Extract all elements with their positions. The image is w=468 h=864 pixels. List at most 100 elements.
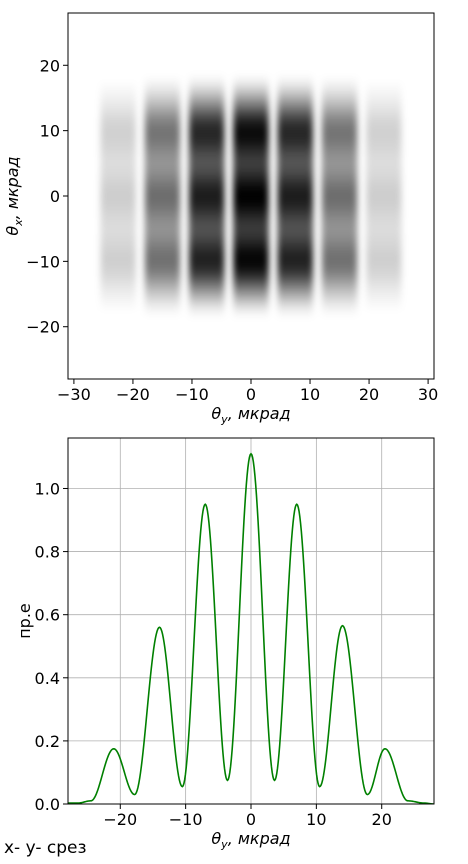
fringe-slice — [144, 178, 181, 181]
fringe-slice — [365, 233, 403, 236]
fringe-slice — [276, 227, 314, 230]
x-tick-label: 10 — [300, 385, 320, 404]
fringe-slice — [144, 280, 181, 283]
fringe-slice — [232, 297, 270, 301]
fringe-slice — [276, 123, 314, 126]
fringe-slice — [99, 99, 137, 103]
fringe-slice — [144, 182, 181, 185]
y-tick-label: 0.4 — [35, 669, 60, 688]
fringe-slice — [144, 286, 181, 289]
fringe-slice — [321, 178, 358, 181]
fringe-slice — [188, 103, 226, 107]
fringe-slice — [321, 264, 358, 268]
fringe-slice — [144, 162, 181, 166]
fringe-slice — [99, 158, 137, 162]
fringe-slice — [188, 105, 226, 109]
fringe-slice — [366, 82, 403, 84]
fringe-slice — [276, 239, 314, 242]
fringe-slice — [144, 299, 181, 303]
fringe-slice — [365, 274, 403, 277]
fringe-slice — [232, 188, 270, 191]
fringe-slice — [99, 105, 137, 109]
fringe-slice — [144, 105, 181, 109]
fringe-slice — [99, 252, 137, 256]
fringe-slice — [144, 268, 181, 272]
fringe-slice — [144, 276, 181, 279]
fringe-slice — [144, 207, 181, 211]
fringe-slice — [365, 115, 403, 119]
fringe-slice — [188, 115, 226, 119]
fringe-slice — [276, 125, 314, 128]
fringe-slice — [144, 245, 181, 248]
fringe-slice — [144, 197, 181, 201]
fringe-slice — [276, 184, 314, 187]
fringe-slice — [321, 260, 358, 264]
fringe-slice — [365, 150, 403, 154]
fringe-slice — [321, 129, 358, 132]
fringe-slice — [99, 164, 137, 168]
fringe-slice — [365, 196, 403, 199]
fringe-slice — [188, 252, 226, 256]
fringe-slice — [188, 215, 226, 219]
fringe-slice — [276, 121, 314, 124]
fringe-slice — [232, 239, 270, 242]
fringe-slice — [321, 290, 358, 293]
x-tick-label: −30 — [57, 385, 91, 404]
fringe-slice — [144, 113, 181, 117]
fringe-slice — [232, 137, 270, 140]
fringe-slice — [144, 84, 181, 87]
fringe-slice — [321, 96, 358, 99]
fringe-slice — [365, 231, 403, 234]
fringe-slice — [321, 221, 358, 224]
fringe-slice — [365, 221, 403, 224]
fringe-slice — [99, 194, 137, 197]
fringe-slice — [365, 109, 403, 113]
fringe-slice — [188, 182, 226, 185]
fringe-slice — [232, 274, 270, 277]
fringe-slice — [276, 292, 314, 295]
fringe-slice — [144, 196, 181, 199]
fringe-slice — [188, 297, 226, 301]
fringe-slice — [144, 264, 181, 268]
fringe-slice — [276, 148, 314, 152]
fringe-slice — [188, 197, 226, 201]
fringe-slice — [99, 148, 137, 152]
fringe-slice — [99, 225, 137, 228]
fringe-slice — [232, 272, 270, 275]
fringe-slice — [321, 295, 358, 299]
fringe-slice — [99, 103, 137, 107]
fringe-slice — [144, 111, 181, 115]
fringe-slice — [365, 143, 403, 146]
fringe-slice — [232, 288, 270, 291]
fringe-slice — [321, 113, 358, 117]
fringe-slice — [232, 197, 270, 201]
fringe-slice — [276, 235, 314, 238]
fringe-slice — [232, 135, 270, 138]
fringe-slice — [365, 219, 403, 222]
fringe-slice — [232, 172, 270, 175]
fringe-slice — [99, 96, 137, 99]
fringe-slice — [321, 88, 358, 91]
fringe-slice — [144, 99, 181, 103]
fringe-slice — [276, 272, 314, 275]
fringe-slice — [144, 305, 181, 309]
fringe-slice — [321, 211, 358, 215]
fringe-slice — [232, 299, 270, 303]
y-axis-label: θx, мкрад — [3, 156, 25, 235]
fringe-slice — [365, 101, 403, 105]
y-tick-label: 0.8 — [35, 543, 60, 562]
fringe-slice — [365, 145, 403, 148]
fringe-slice — [188, 237, 226, 240]
fringe-slice — [99, 192, 137, 195]
fringe-slice — [365, 209, 403, 213]
fringe-slice — [188, 274, 226, 277]
fringe-slice — [276, 213, 314, 217]
fringe-slice — [321, 90, 358, 93]
fringe-slice — [276, 82, 314, 85]
fringe-slice — [276, 174, 314, 177]
fringe-slice — [232, 199, 270, 203]
fringe-slice — [99, 184, 137, 187]
fringe-slice — [144, 150, 181, 154]
fringe-slice — [232, 115, 270, 119]
